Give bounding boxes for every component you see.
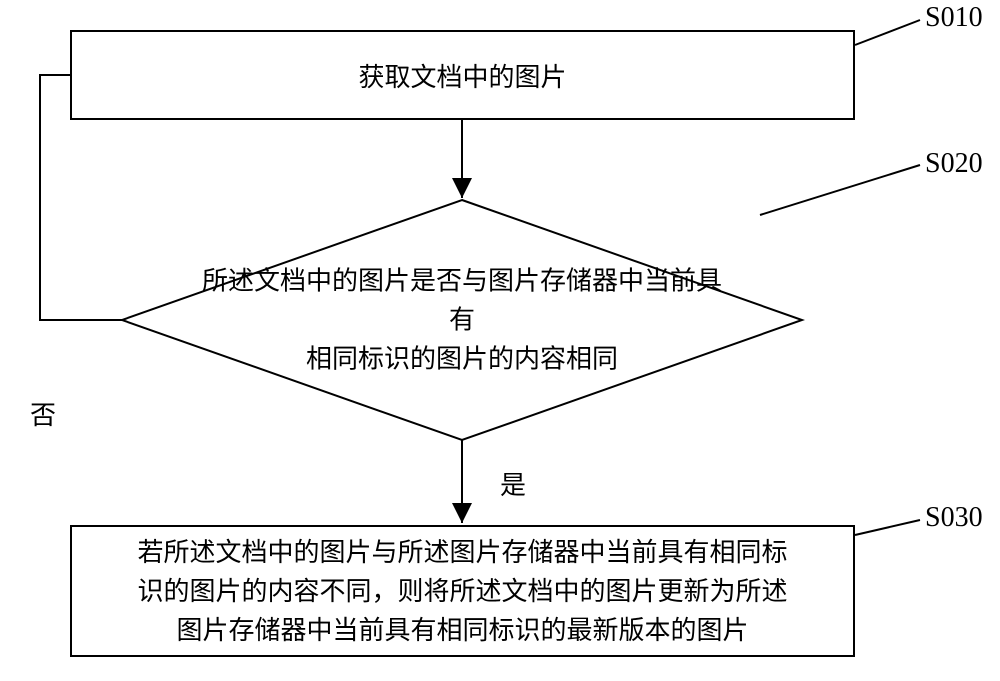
step-s010-text: 获取文档中的图片 — [358, 57, 566, 94]
step-s030: 若所述文档中的图片与所述图片存储器中当前具有相同标 识的图片的内容不同，则将所述… — [70, 525, 855, 657]
edge-label-no: 否 — [30, 395, 56, 432]
step-s030-line2: 识的图片的内容不同，则将所述文档中的图片更新为所述 — [137, 577, 787, 606]
tag-line-s030 — [855, 520, 920, 535]
step-s030-line1: 若所述文档中的图片与所述图片存储器中当前具有相同标 — [137, 538, 787, 567]
decision-text-line1: 所述文档中的图片是否与图片存储器中当前具有 — [202, 267, 722, 335]
step-s030-line3: 图片存储器中当前具有相同标识的最新版本的图片 — [176, 616, 748, 645]
decision-s020: 所述文档中的图片是否与图片存储器中当前具有 相同标识的图片的内容相同 — [122, 200, 802, 440]
tag-s030: S030 — [925, 502, 983, 534]
tag-s020: S020 — [925, 148, 983, 180]
edge-label-yes: 是 — [500, 465, 526, 502]
decision-text-line2: 相同标识的图片的内容相同 — [306, 345, 618, 374]
tag-s010: S010 — [925, 2, 983, 34]
step-s010: 获取文档中的图片 — [70, 30, 855, 120]
tag-line-s010 — [855, 20, 920, 45]
